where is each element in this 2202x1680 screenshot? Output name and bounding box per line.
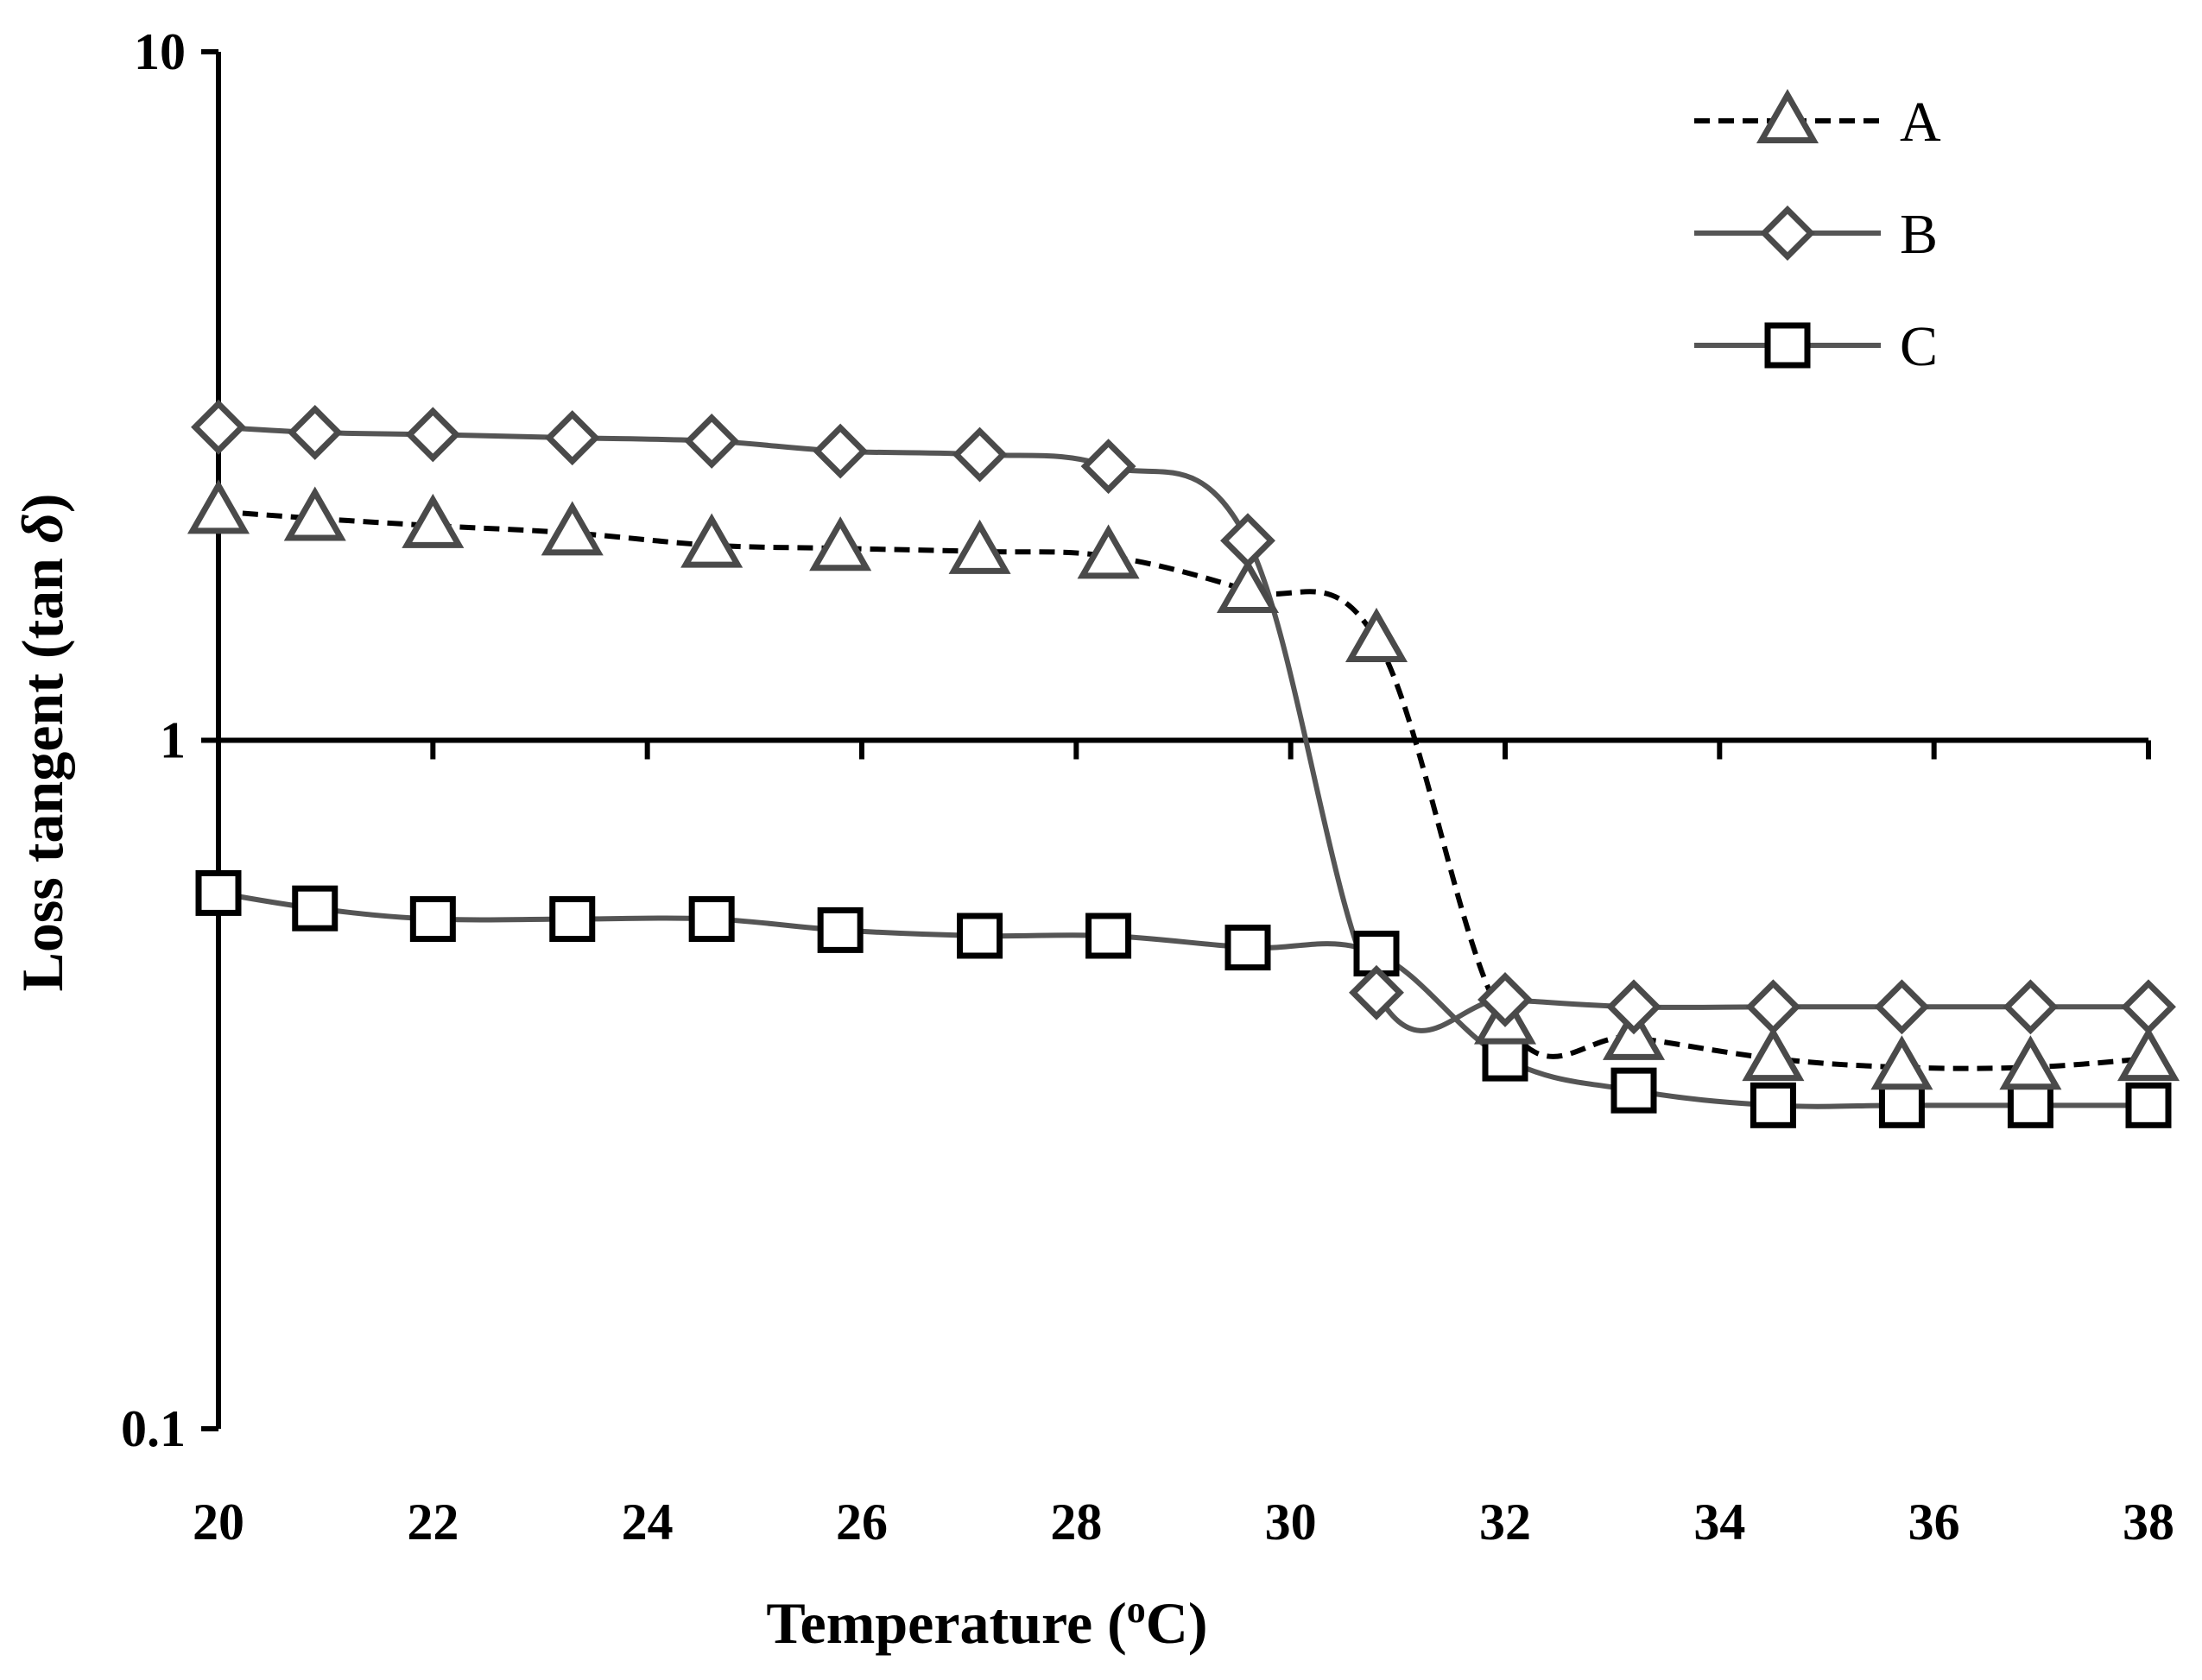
series-line-c — [218, 890, 2148, 1109]
x-tick-label: 32 — [1479, 1494, 1531, 1551]
data-point-c — [688, 896, 735, 943]
data-point-c — [1224, 925, 1271, 971]
data-point-c — [2007, 1082, 2053, 1128]
data-point-b — [191, 399, 246, 455]
data-point-a — [809, 516, 872, 572]
data-point-c — [195, 869, 242, 916]
x-tick-label: 38 — [2123, 1494, 2174, 1551]
data-point-c — [1610, 1067, 1657, 1114]
data-point-a — [2117, 1026, 2180, 1082]
data-point-c — [1878, 1082, 1925, 1128]
data-point-b — [813, 423, 869, 479]
data-point-c — [957, 913, 1003, 959]
x-tick-label: 24 — [622, 1494, 674, 1551]
data-point-a — [402, 493, 465, 548]
data-point-b — [2003, 979, 2059, 1035]
y-tick-label: 10 — [134, 23, 186, 80]
legend: ABC — [1694, 88, 1941, 378]
data-point-a — [948, 519, 1011, 574]
x-tick-label: 26 — [836, 1494, 888, 1551]
data-point-b — [287, 404, 343, 460]
legend-marker-a — [1756, 88, 1819, 143]
legend-marker-b — [1760, 205, 1815, 261]
data-point-a — [1077, 524, 1140, 579]
data-point-a — [1870, 1035, 1933, 1090]
data-point-c — [2125, 1082, 2172, 1128]
data-point-c — [1750, 1082, 1796, 1128]
axes: 0.1 1 10 20 22 24 26 28 30 32 34 36 38 — [121, 23, 2174, 1551]
x-tick-label: 36 — [1908, 1494, 1960, 1551]
data-point-c — [1482, 1035, 1528, 1082]
data-point-b — [405, 407, 461, 463]
data-point-a — [1999, 1035, 2062, 1090]
data-point-b — [1874, 979, 1930, 1035]
legend-label-c: C — [1900, 315, 1938, 378]
data-point-b — [1606, 979, 1661, 1035]
data-point-b — [1220, 513, 1275, 569]
data-point-b — [1745, 979, 1801, 1035]
data-point-a — [541, 501, 604, 556]
data-point-b — [544, 410, 600, 466]
series-markers — [187, 399, 2180, 1128]
x-tick-label: 34 — [1693, 1494, 1745, 1551]
data-point-b — [684, 413, 740, 469]
data-point-a — [283, 486, 346, 541]
data-point-a — [680, 513, 743, 568]
data-point-b — [1349, 964, 1404, 1020]
data-point-c — [1085, 913, 1132, 959]
data-point-a — [1216, 559, 1280, 614]
y-axis-title: Loss tangent (tan δ) — [9, 494, 75, 992]
legend-marker-c — [1764, 322, 1811, 369]
legend-label-a: A — [1900, 91, 1941, 154]
data-point-a — [1345, 607, 1408, 662]
y-tick-label: 0.1 — [121, 1400, 186, 1457]
data-point-c — [549, 896, 596, 943]
x-tick-label: 28 — [1050, 1494, 1102, 1551]
data-point-b — [2121, 979, 2176, 1035]
x-tick-label: 20 — [193, 1494, 244, 1551]
data-point-a — [187, 479, 250, 534]
x-tick-label: 30 — [1265, 1494, 1317, 1551]
data-point-a — [1742, 1026, 1805, 1082]
legend-label-b: B — [1900, 203, 1938, 266]
data-point-b — [1080, 439, 1136, 495]
data-point-c — [817, 906, 864, 953]
data-point-c — [292, 885, 339, 932]
data-point-b — [952, 426, 1008, 483]
series-line-a — [218, 508, 2149, 1071]
x-tick-label: 22 — [407, 1494, 459, 1551]
data-point-b — [1477, 972, 1533, 1027]
x-axis-title: Temperature (oC) — [766, 1588, 1207, 1656]
y-tick-label: 1 — [160, 712, 186, 769]
data-point-c — [409, 896, 456, 943]
